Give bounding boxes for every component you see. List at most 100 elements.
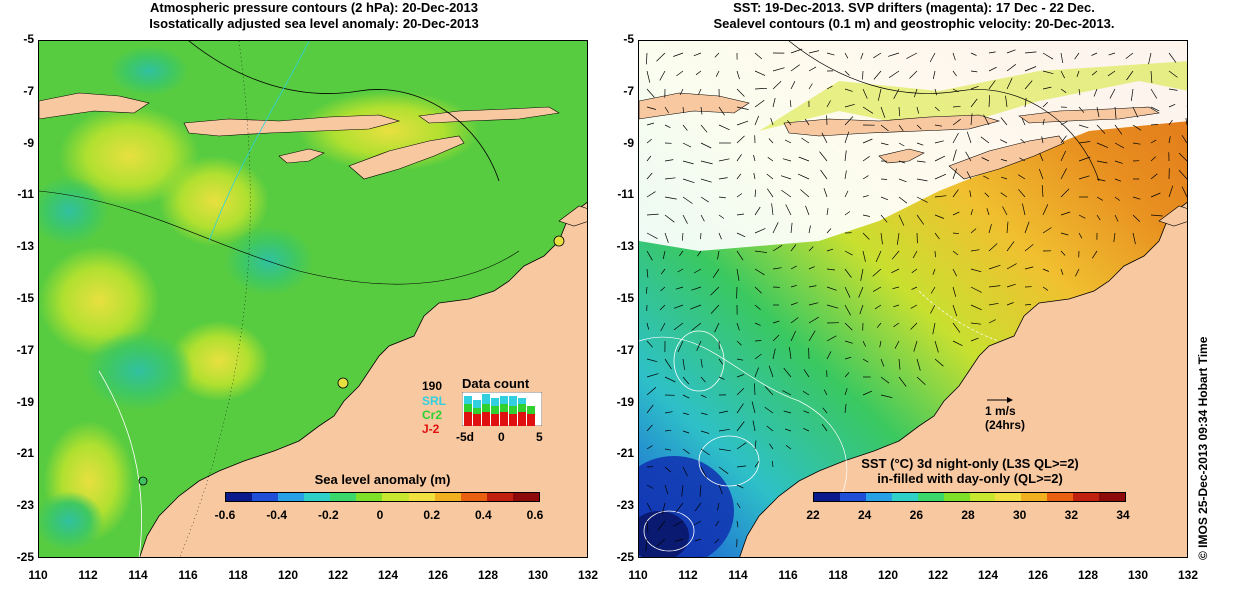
velocity-arrow <box>862 214 870 217</box>
left-colorbar-ticks: -0.6 -0.4 -0.2 0 0.2 0.4 0.6 <box>208 508 558 524</box>
velocity-arrow <box>952 168 958 180</box>
velocity-arrow <box>1078 124 1089 129</box>
velocity-arrow <box>681 484 684 497</box>
velocity-arrow <box>780 175 792 180</box>
colorbar-tick-label: 26 <box>909 508 923 522</box>
velocity-arrow <box>970 228 977 234</box>
velocity-arrow <box>1018 174 1026 180</box>
y-tick-label: -13 <box>616 239 634 254</box>
velocity-arrow <box>1096 196 1103 201</box>
velocity-arrow <box>664 429 672 432</box>
y-tick-label: -17 <box>16 342 34 357</box>
velocity-arrow <box>646 191 656 198</box>
velocity-arrow <box>826 286 837 291</box>
colorbar-tick-label: 34 <box>1116 508 1130 522</box>
velocity-arrow <box>1006 221 1009 234</box>
velocity-arrow <box>916 214 925 225</box>
velocity-arrow <box>694 502 702 512</box>
velocity-arrow <box>754 304 761 310</box>
velocity-arrow <box>952 189 959 198</box>
satellite-legend-item: SRL <box>422 394 446 408</box>
velocity-arrow <box>736 340 742 346</box>
right-title-line2: Sealevel contours (0.1 m) and geostrophi… <box>713 16 1115 31</box>
velocity-arrow <box>1114 178 1122 182</box>
velocity-arrow <box>736 484 744 489</box>
colorbar-segment <box>226 493 253 501</box>
velocity-arrow <box>970 85 979 90</box>
velocity-arrow <box>700 376 706 383</box>
velocity-arrow <box>932 268 936 275</box>
velocity-arrow <box>782 158 792 162</box>
velocity-arrow <box>822 407 828 414</box>
velocity-arrow <box>880 214 888 223</box>
velocity-arrow <box>736 520 739 528</box>
velocity-arrow <box>1114 160 1123 164</box>
velocity-arrow <box>754 367 759 378</box>
velocity-arrow <box>753 154 756 162</box>
velocity-arrow <box>952 211 960 216</box>
velocity-arrow <box>754 52 763 60</box>
velocity-arrow <box>766 173 774 180</box>
velocity-arrow <box>677 340 684 353</box>
velocity-arrow <box>970 249 980 252</box>
velocity-arrow <box>844 268 852 278</box>
velocity-arrow <box>821 423 828 432</box>
velocity-arrow <box>646 445 653 450</box>
velocity-arrow <box>877 88 882 101</box>
velocity-arrow <box>808 266 815 270</box>
velocity-arrow <box>736 106 749 110</box>
velocity-arrow <box>858 286 864 298</box>
velocity-arrow <box>808 302 819 306</box>
velocity-arrow <box>790 284 797 288</box>
velocity-arrow <box>1041 136 1044 144</box>
velocity-arrow <box>873 52 882 59</box>
colorbar-tick-label: 0 <box>376 508 384 522</box>
velocity-arrow <box>717 250 720 260</box>
y-tick-label: -19 <box>616 394 634 409</box>
velocity-arrow <box>1107 70 1116 77</box>
velocity-arrow <box>718 556 719 557</box>
velocity-arrow <box>801 137 810 144</box>
velocity-arrow <box>934 173 947 180</box>
velocity-arrow <box>880 358 885 367</box>
velocity-arrow <box>1132 142 1141 145</box>
velocity-arrow <box>1000 139 1008 144</box>
y-tick-label: -11 <box>17 187 34 202</box>
velocity-arrow <box>790 222 793 234</box>
velocity-arrow <box>1042 268 1050 272</box>
velocity-arrow <box>844 88 853 92</box>
velocity-arrow <box>714 322 720 333</box>
velocity-arrow <box>1168 119 1173 126</box>
velocity-arrow <box>646 250 653 261</box>
velocity-arrow <box>695 70 702 76</box>
velocity-arrow <box>862 175 869 180</box>
velocity-arrow <box>1186 53 1187 54</box>
velocity-arrow <box>1126 70 1134 81</box>
colorbar-segment <box>943 493 970 501</box>
velocity-arrow <box>862 138 873 144</box>
velocity-arrow <box>898 214 905 226</box>
velocity-arrow <box>1060 70 1066 79</box>
y-tick-label: -9 <box>623 135 634 150</box>
velocity-arrow <box>988 264 1001 270</box>
velocity-arrow <box>872 268 882 277</box>
velocity-arrow <box>736 403 744 414</box>
x-tick-label: 112 <box>678 568 698 582</box>
colorbar-segment <box>304 493 331 501</box>
velocity-arrow <box>988 319 996 324</box>
velocity-arrow <box>891 250 900 260</box>
velocity-arrow <box>880 376 890 384</box>
velocity-arrow <box>754 383 756 396</box>
velocity-arrow <box>880 394 893 399</box>
velocity-arrow <box>772 245 783 252</box>
velocity-arrow <box>1096 178 1106 182</box>
velocity-arrow <box>1114 214 1119 222</box>
velocity-arrow <box>1186 106 1187 107</box>
velocity-arrow <box>1132 196 1141 200</box>
velocity-arrow <box>736 213 745 216</box>
velocity-arrow <box>952 52 956 61</box>
velocity-arrow <box>952 105 961 108</box>
velocity-arrow <box>718 484 723 495</box>
velocity-arrow <box>1168 185 1174 198</box>
velocity-arrow <box>790 265 797 270</box>
